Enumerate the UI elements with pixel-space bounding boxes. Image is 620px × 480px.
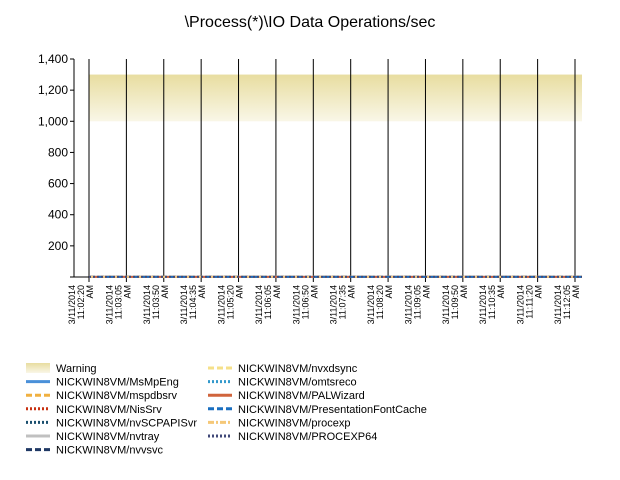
- x-tick-label-line: 3/11/2014: [478, 285, 488, 324]
- legend-label: NICKWIN8VM/PresentationFontCache: [238, 404, 427, 416]
- legend-label: NICKWIN8VM/nvvsvc: [56, 445, 163, 457]
- x-tick-label-line: 11:03:05: [113, 285, 123, 319]
- x-tick-label-line: 11:04:35: [188, 285, 198, 319]
- x-tick-label-line: 11:02:20: [76, 285, 86, 319]
- x-tick-label-line: 11:07:35: [338, 285, 348, 319]
- x-tick-label-line: 3/11/2014: [553, 285, 563, 324]
- x-tick-label-line: AM: [421, 285, 431, 299]
- legend-label: NICKWIN8VM/omtsreco: [238, 377, 357, 389]
- x-tick-label-line: 11:09:05: [412, 285, 422, 319]
- x-tick-label-line: 3/11/2014: [67, 285, 77, 324]
- x-tick-label-line: 3/11/2014: [291, 285, 301, 324]
- x-tick-label: 3/11/2014 11:05:20 AM: [217, 285, 245, 324]
- legend-label: NICKWIN8VM/mspdbsrv: [56, 390, 178, 402]
- x-tick-label-line: AM: [534, 285, 544, 299]
- x-tick-label-line: 3/11/2014: [403, 285, 413, 324]
- x-tick-label-line: AM: [235, 285, 245, 299]
- x-tick-label-line: 3/11/2014: [217, 285, 227, 324]
- x-tick-label-line: 3/11/2014: [179, 285, 189, 324]
- x-tick-label: 3/11/2014 11:12:05 AM: [553, 285, 581, 324]
- x-tick-label: 3/11/2014 11:11:20 AM: [516, 285, 544, 324]
- legend-label: NICKWIN8VM/nvxdsync: [238, 363, 358, 375]
- legend: Warning NICKWIN8VM/MsMpEngNICKWIN8VM/mspd…: [26, 363, 427, 457]
- x-tick-label-line: AM: [459, 285, 469, 299]
- y-tick-label: 400: [48, 208, 68, 222]
- x-tick-label-line: 3/11/2014: [366, 285, 376, 324]
- x-tick-label-line: AM: [571, 285, 581, 299]
- y-tick-label: 1,000: [38, 114, 68, 128]
- x-tick-label-line: AM: [122, 285, 132, 299]
- y-tick-label: 800: [48, 145, 68, 159]
- x-tick-label-line: 11:09:50: [450, 285, 460, 319]
- y-tick-label: 1,200: [38, 83, 68, 97]
- x-tick-label-line: 11:12:05: [562, 285, 572, 319]
- legend-label: NICKWIN8VM/procexp: [238, 417, 350, 429]
- legend-label: NICKWIN8VM/PALWizard: [238, 390, 365, 402]
- x-tick-label-line: AM: [272, 285, 282, 299]
- x-tick-label-line: 3/11/2014: [516, 285, 526, 324]
- x-tick-label-line: 11:10:35: [487, 285, 497, 319]
- x-tick-label-line: 11:06:05: [263, 285, 273, 319]
- x-tick-label: 3/11/2014 11:04:35 AM: [179, 285, 207, 324]
- legend-label-warning: Warning: [56, 363, 97, 375]
- x-tick-label-line: 3/11/2014: [329, 285, 339, 324]
- legend-label: NICKWIN8VM/nvtray: [56, 431, 160, 443]
- x-tick-label: 3/11/2014 11:10:35 AM: [478, 285, 506, 324]
- x-tick-label: 3/11/2014 11:09:50 AM: [441, 285, 469, 324]
- y-tick-label: 600: [48, 177, 68, 191]
- x-tick-label: 3/11/2014 11:07:35 AM: [329, 285, 357, 324]
- legend-label: NICKWIN8VM/MsMpEng: [56, 377, 179, 389]
- x-tick-label: 3/11/2014 11:03:05 AM: [104, 285, 132, 324]
- x-tick-label-line: AM: [384, 285, 394, 299]
- y-tick-label: 1,400: [38, 52, 68, 66]
- x-tick-label-line: 3/11/2014: [441, 285, 451, 324]
- x-tick-label-line: 3/11/2014: [104, 285, 114, 324]
- warning-band: [89, 74, 582, 122]
- x-tick-label: 3/11/2014 11:08:20 AM: [366, 285, 394, 324]
- x-tick-label: 3/11/2014 11:02:20 AM: [67, 285, 95, 324]
- x-tick-label-line: AM: [496, 285, 506, 299]
- x-tick-label-line: AM: [197, 285, 207, 299]
- x-tick-label-line: AM: [347, 285, 357, 299]
- x-tick-label-line: 11:08:20: [375, 285, 385, 319]
- x-tick-label: 3/11/2014 11:03:50 AM: [142, 285, 170, 324]
- x-tick-label: 3/11/2014 11:09:05 AM: [403, 285, 431, 324]
- x-tick-label-line: AM: [160, 285, 170, 299]
- x-tick-label-line: 3/11/2014: [254, 285, 264, 324]
- y-tick-label: 200: [48, 239, 68, 253]
- x-tick-label: 3/11/2014 11:06:50 AM: [291, 285, 319, 324]
- x-tick-label: 3/11/2014 11:06:05 AM: [254, 285, 282, 324]
- legend-label: NICKWIN8VM/nvSCPAPISvr: [56, 417, 197, 429]
- x-tick-label-line: 11:03:50: [151, 285, 161, 319]
- x-tick-label-line: 11:05:20: [226, 285, 236, 319]
- x-tick-label-line: 11:11:20: [525, 285, 535, 319]
- x-tick-label-line: AM: [309, 285, 319, 299]
- legend-label: NICKWIN8VM/NisSrv: [56, 404, 162, 416]
- legend-label: NICKWIN8VM/PROCEXP64: [238, 431, 377, 443]
- legend-swatch-warning: [26, 363, 50, 373]
- x-tick-label-line: AM: [85, 285, 95, 299]
- x-tick-label-line: 11:06:50: [300, 285, 310, 319]
- chart-title: \Process(*)\IO Data Operations/sec: [185, 14, 436, 31]
- x-tick-label-line: 3/11/2014: [142, 285, 152, 324]
